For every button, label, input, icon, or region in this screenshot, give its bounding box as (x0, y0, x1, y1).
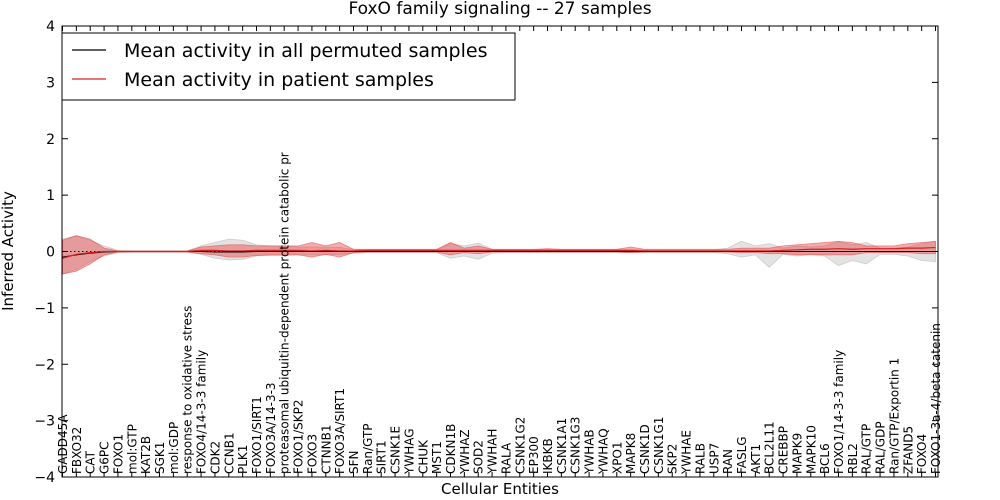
x-tick-label: FOXO1-3a-4/beta catenin (929, 323, 943, 474)
y-tick-label: −1 (34, 301, 55, 317)
x-tick-label: RBL2 (846, 443, 860, 474)
x-tick-label: CAT (84, 450, 98, 474)
legend-label-permuted: Mean activity in all permuted samples (124, 40, 487, 62)
x-tick-label: SFN (347, 451, 361, 475)
x-tick-label: CSNK1G3 (569, 417, 583, 474)
x-axis: GADD45A FBXO32 CAT G6PC FOXO1 mol:GTP KAT2B SGK… (56, 26, 943, 477)
series-lines (62, 246, 938, 259)
x-tick-label: FOXO4 (915, 434, 929, 474)
y-tick-label: 3 (46, 75, 55, 91)
plot-frame (61, 25, 939, 478)
legend-label-patient: Mean activity in patient samples (124, 69, 434, 91)
x-tick-label: CREBBP (777, 426, 791, 474)
x-tick-label: SOD2 (472, 440, 486, 474)
x-tick-label: SIRT1 (375, 440, 389, 474)
x-tick-label: CCNB1 (222, 432, 236, 474)
x-axis-title: Cellular Entities (441, 480, 559, 498)
y-tick-label: 4 (46, 19, 55, 35)
x-tick-label: proteasomal ubiquitin-dependent protein … (278, 152, 292, 474)
x-tick-label: CSNK1G2 (513, 417, 527, 474)
x-tick-label: CSNK1A1 (555, 418, 569, 474)
x-tick-label: FOXO3 (305, 434, 319, 474)
x-tick-label: FOXO1/SIRT1 (250, 396, 264, 474)
legend: Mean activity in all permuted samples Me… (61, 32, 516, 101)
x-tick-label: MAPK8 (624, 433, 638, 474)
x-tick-label: YWHAQ (596, 428, 610, 475)
confidence-bands (62, 235, 936, 275)
x-tick-label: MAPK9 (790, 433, 804, 474)
x-tick-label: FOXO3A/SIRT1 (333, 388, 347, 474)
line-patient (62, 246, 936, 259)
x-tick-label: FOXO1/14-3-3 family (832, 350, 846, 474)
x-tick-label: Ran/GTP/Exportin 1 (887, 358, 901, 474)
x-tick-label: FOXO4/14-3-3 family (195, 350, 209, 474)
x-tick-label: BCL6 (818, 443, 832, 474)
x-tick-label: Ran/GTP (361, 423, 375, 474)
y-tick-label: −4 (34, 470, 55, 486)
x-tick-label: MST1 (430, 441, 444, 474)
x-tick-label: G6PC (98, 441, 112, 474)
x-tick-label: CSNK1E (389, 426, 403, 474)
x-tick-label: FOXO1/SKP2 (292, 399, 306, 474)
x-tick-label: YWHAZ (458, 429, 472, 475)
x-tick-label: mol:GDP (167, 422, 181, 474)
x-tick-label: RALA (499, 442, 513, 474)
x-tick-label: GADD45A (56, 414, 70, 474)
x-tick-label: mol:GTP (125, 424, 139, 474)
legend-box (61, 32, 516, 101)
x-tick-label: XPO1 (610, 441, 624, 474)
x-tick-label: CSNK1D (638, 424, 652, 474)
y-axis: −4 −3 −2 −1 0 1 2 3 4 (34, 19, 938, 486)
x-tick-label: KAT2B (139, 436, 153, 474)
x-tick-label: YWHAG (402, 428, 416, 475)
band-patient (62, 235, 936, 275)
x-tick-label: FOXO3A/14-3-3 (264, 382, 278, 474)
x-tick-label: MAPK10 (804, 425, 818, 474)
x-tick-label: BCL2L11 (763, 421, 777, 474)
x-tick-label: RAL/GDP (874, 421, 888, 474)
x-tick-label: YWHAH (486, 429, 500, 475)
x-tick-label: CSNK1G1 (652, 417, 666, 474)
x-tick-label: response to oxidative stress (181, 306, 195, 474)
x-tick-label: RAN (721, 449, 735, 474)
chart-title: FoxO family signaling -- 27 samples (348, 0, 651, 19)
x-tick-label: USP7 (707, 443, 721, 474)
x-tick-label: FOXO1 (111, 434, 125, 474)
x-tick-label: AKT1 (749, 444, 763, 474)
x-tick-label: RALB (693, 443, 707, 474)
x-tick-label: ZFAND5 (901, 426, 915, 474)
y-tick-label: 2 (46, 132, 55, 148)
x-tick-label: YWHAE (680, 430, 694, 475)
x-tick-label: CHUK (416, 439, 430, 474)
x-tick-label: FASLG (735, 436, 749, 474)
y-tick-label: 1 (46, 188, 55, 204)
line-permuted (62, 251, 936, 258)
y-axis-title: Inferred Activity (0, 191, 17, 311)
x-tick-label: FBXO32 (70, 427, 84, 474)
x-tick-label: YWHAB (583, 429, 597, 475)
x-tick-label: SGK1 (153, 442, 167, 474)
x-tick-label: PLK1 (236, 445, 250, 474)
x-tick-label: IKBKB (541, 438, 555, 474)
y-tick-label: −3 (34, 414, 55, 430)
y-tick-label: −2 (34, 357, 55, 373)
x-tick-label: SKP2 (666, 444, 680, 474)
x-tick-label: CDK2 (208, 441, 222, 474)
x-tick-label: EP300 (527, 436, 541, 474)
x-tick-label: CDKN1B (444, 424, 458, 474)
x-tick-label: RAL/GTP (860, 424, 874, 474)
y-tick-label: 0 (46, 245, 55, 261)
x-tick-label: CTNNB1 (319, 424, 333, 474)
